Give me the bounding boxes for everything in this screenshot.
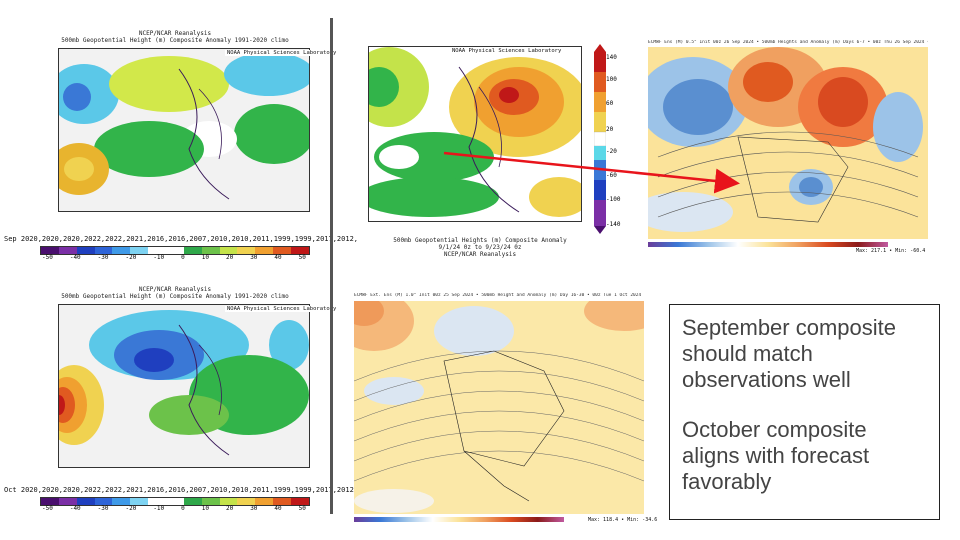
observed-caption-line1: 500mb Geopotential Heights (m) Composite… [393,237,567,244]
tick-label: 20 [225,254,234,261]
oct-map [58,304,310,468]
oct-colorbar [40,497,310,506]
vtick: -20 [606,148,617,155]
observed-caption-line2: 9/1/24 0z to 9/23/24 0z [438,244,522,251]
oct-title-line1: NCEP/NCAR Reanalysis [138,286,212,293]
column-divider [330,18,333,514]
observed-stamp: NOAA Physical Sciences Laboratory [450,48,564,54]
vtick: -100 [606,196,621,203]
ecmwf-extended-map [354,301,644,514]
tick-label: -40 [69,505,81,512]
sep-years-label: Sep 2020,2020,2020,2022,2022,2021,2016,2… [4,235,359,243]
tick-label: 50 [298,505,306,512]
observed-map [368,46,582,222]
ecmwf-weekly-colorbar [648,242,888,247]
tick-label: 10 [201,505,209,512]
oct-composite-panel: NCEP/NCAR Reanalysis 500mb Geopotential … [4,286,358,521]
tick-label: -30 [97,254,109,261]
sep-colorbar [40,246,310,255]
ecmwf-weekly-maxmin: Max: 217.1 • Min: -60.4 [856,248,926,254]
tick-label: -20 [125,254,137,261]
oct-colorbar-ticks: -50 -40 -30 -20 -10 0 10 20 30 40 50 [42,505,306,512]
tick-label: 10 [201,254,209,261]
sep-map [58,48,310,212]
observed-colorbar [593,44,607,234]
vtick: 100 [606,76,617,83]
tick-label: 30 [250,254,258,261]
sep-title-line2: 500mb Geopotential Height (m) Composite … [61,37,289,44]
tick-label: -40 [69,254,81,261]
tick-label: 0 [181,505,185,512]
observed-panel: NOAA Physical Sciences Laboratory 500mb … [350,40,595,265]
tick-label: -30 [97,505,109,512]
tick-label: 50 [298,254,306,261]
vtick: -60 [606,172,617,179]
oct-stamp: NOAA Physical Sciences Laboratory [225,306,339,312]
ecmwf-weekly-header: ECMWF Ens (M) 0.5° Init 00z 26 Sep 2024 … [648,40,928,45]
notes-box: September composite should match observa… [669,304,940,520]
tick-label: 40 [274,254,282,261]
ecmwf-extended-panel: ECMWF Ext. Ens (M) 1.0° Init 00z 25 Sep … [352,293,657,528]
tick-label: 40 [274,505,282,512]
ecmwf-extended-colorbar [354,517,564,522]
tick-label: 0 [181,254,185,261]
tick-label: 30 [250,505,258,512]
sep-title-line1: NCEP/NCAR Reanalysis [138,30,212,37]
oct-years-label: Oct 2020,2020,2020,2022,2022,2021,2016,2… [4,486,359,494]
tick-label: -50 [42,505,53,512]
vtick: 60 [606,100,614,107]
tick-label: -20 [125,505,137,512]
note-september: September composite should match observa… [682,315,896,392]
ecmwf-extended-header: ECMWF Ext. Ens (M) 1.0° Init 00z 25 Sep … [354,293,644,298]
sep-composite-panel: NCEP/NCAR Reanalysis 500mb Geopotential … [4,30,358,265]
ecmwf-extended-maxmin: Max: 118.4 • Min: -34.6 [588,517,658,523]
vtick: 20 [606,126,614,133]
ecmwf-weekly-panel: ECMWF Ens (M) 0.5° Init 00z 26 Sep 2024 … [646,40,930,256]
oct-title-line2: 500mb Geopotential Height (m) Composite … [61,293,289,300]
vtick: 140 [606,54,617,61]
tick-label: -50 [42,254,53,261]
observed-caption-line3: NCEP/NCAR Reanalysis [443,251,517,258]
tick-label: -10 [153,254,165,261]
tick-label: 20 [225,505,234,512]
ecmwf-weekly-map [648,47,928,239]
tick-label: -10 [153,505,165,512]
sep-colorbar-ticks: -50 -40 -30 -20 -10 0 10 20 30 40 50 [42,254,306,261]
note-october: October composite aligns with forecast f… [682,417,870,494]
sep-stamp: NOAA Physical Sciences Laboratory [225,50,339,56]
vtick: -140 [606,221,621,228]
